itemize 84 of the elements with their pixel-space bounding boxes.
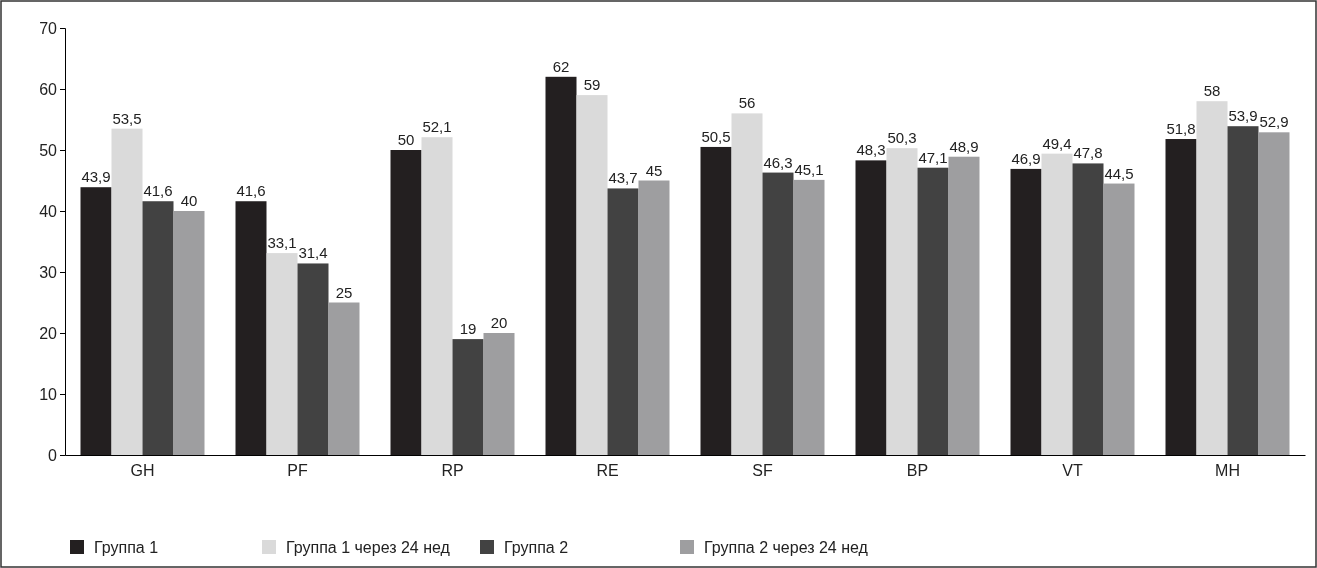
data-label: 45 (645, 161, 663, 179)
data-label: 58 (1203, 82, 1221, 100)
data-label: 46,3 (763, 153, 793, 171)
bar (421, 137, 453, 455)
y-tick-label: 0 (48, 446, 58, 464)
data-label: 50 (397, 131, 415, 148)
x-tick-label: GH (130, 462, 155, 480)
bar (731, 113, 763, 455)
legend-label: Группа 2 через 24 нед (704, 539, 869, 556)
bar (576, 95, 608, 455)
x-tick-label: SF (752, 462, 773, 480)
data-label: 48,3 (856, 141, 886, 159)
bar (607, 188, 639, 455)
bar (1072, 163, 1104, 455)
bar (111, 128, 143, 455)
bar (142, 201, 174, 455)
x-tick-label: VT (1062, 462, 1083, 480)
data-label: 43,7 (608, 169, 638, 187)
bar (886, 148, 918, 455)
bar (917, 167, 949, 455)
bar (297, 263, 329, 455)
bar (700, 146, 732, 455)
bar (1041, 153, 1073, 455)
data-label: 62 (552, 57, 570, 75)
bar (173, 211, 205, 455)
data-label: 25 (335, 283, 353, 301)
y-tick-label: 10 (39, 385, 58, 403)
bar (80, 187, 112, 455)
data-label: 48,9 (949, 137, 979, 155)
bar (1165, 139, 1197, 455)
y-tick-label: 50 (39, 141, 58, 159)
bar (948, 156, 980, 455)
data-label: 47,8 (1073, 144, 1103, 162)
data-label: 20 (490, 314, 508, 331)
data-label: 52,9 (1259, 113, 1289, 131)
y-tick-label: 20 (39, 324, 58, 342)
bar (855, 160, 887, 455)
data-label: 52,1 (422, 118, 452, 136)
bar (266, 253, 298, 455)
bar (1010, 168, 1042, 455)
data-label: 50,5 (701, 127, 731, 145)
y-tick-label: 40 (39, 202, 58, 220)
data-label: 45,1 (794, 160, 824, 178)
y-tick-label: 30 (39, 263, 58, 281)
bar (1103, 183, 1135, 455)
x-tick-label: RE (596, 462, 619, 480)
data-label: 19 (459, 320, 477, 338)
bar (1258, 132, 1290, 455)
data-label: 49,4 (1042, 134, 1072, 152)
y-tick-label: 60 (39, 80, 58, 98)
data-label: 31,4 (298, 244, 328, 262)
x-tick-label: BP (906, 462, 929, 480)
bar (545, 76, 577, 455)
data-label: 59 (583, 76, 601, 94)
bar (235, 201, 267, 455)
data-label: 46,9 (1011, 149, 1041, 167)
legend-label: Группа 1 (94, 539, 159, 556)
data-label: 50,3 (887, 129, 917, 147)
bar (638, 180, 670, 455)
data-label: 47,1 (918, 148, 948, 166)
bar (328, 302, 360, 455)
bar (483, 333, 515, 455)
data-label: 53,5 (112, 109, 142, 127)
data-label: 51,8 (1166, 120, 1196, 138)
data-label: 33,1 (267, 234, 297, 252)
data-label: 44,5 (1104, 164, 1134, 182)
bar (1227, 126, 1259, 455)
data-label: 53,9 (1228, 107, 1258, 125)
x-tick-label: PF (287, 462, 308, 480)
x-tick-label: RP (441, 462, 464, 480)
data-label: 43,9 (81, 168, 111, 186)
bar (1196, 101, 1228, 455)
legend-label: Группа 2 (504, 539, 569, 556)
y-tick-label: 70 (39, 19, 58, 37)
bar (390, 150, 422, 455)
data-label: 41,6 (236, 182, 266, 200)
data-label: 41,6 (143, 182, 173, 200)
bar (452, 339, 484, 455)
x-tick-label: MH (1215, 462, 1240, 480)
data-label: 40 (180, 192, 198, 209)
data-label: 56 (738, 94, 756, 112)
legend-label: Группа 1 через 24 нед (286, 539, 451, 556)
bar (793, 179, 825, 455)
bar (762, 172, 794, 455)
